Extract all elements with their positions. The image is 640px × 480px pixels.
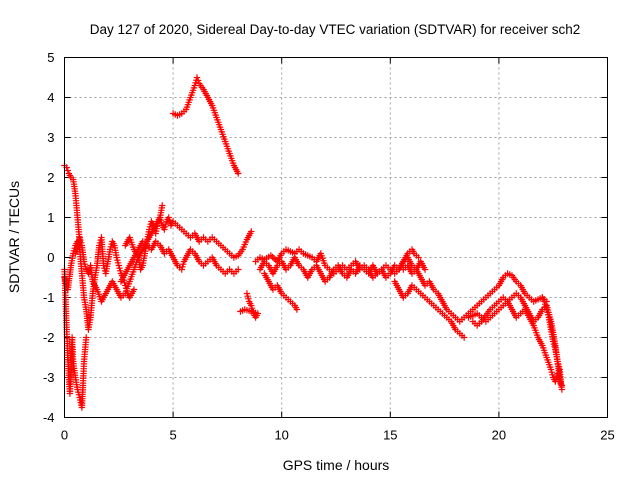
y-tick-label: 2 bbox=[47, 170, 54, 185]
x-axis-label: GPS time / hours bbox=[283, 457, 390, 473]
data-point bbox=[194, 77, 202, 84]
data-point bbox=[293, 306, 301, 313]
y-tick-label: 5 bbox=[47, 50, 54, 65]
y-tick-label: -3 bbox=[43, 370, 55, 385]
chart-ticks: 0 5 10 15 20 25 -4 -3 -2 -1 0 1 2 3 4 5 bbox=[43, 50, 615, 443]
data-point bbox=[421, 266, 429, 273]
chart-title: Day 127 of 2020, Sidereal Day-to-day VTE… bbox=[90, 22, 580, 37]
y-tick-label: -1 bbox=[43, 290, 55, 305]
x-tick-label: 25 bbox=[600, 428, 614, 443]
data-point bbox=[83, 334, 90, 341]
data-point bbox=[237, 308, 244, 315]
data-point bbox=[557, 378, 565, 385]
y-axis-label: SDTVAR / TECUs bbox=[6, 181, 22, 293]
data-point bbox=[269, 253, 276, 261]
chart-points bbox=[61, 74, 566, 411]
data-point bbox=[193, 74, 201, 81]
y-tick-label: 1 bbox=[47, 210, 54, 225]
x-tick-label: 20 bbox=[492, 428, 506, 443]
data-point bbox=[460, 334, 468, 341]
y-tick-label: -4 bbox=[43, 410, 55, 425]
x-tick-label: 0 bbox=[61, 428, 68, 443]
data-point bbox=[558, 382, 566, 389]
data-point bbox=[130, 286, 138, 293]
y-tick-label: -2 bbox=[43, 330, 55, 345]
y-tick-label: 4 bbox=[47, 90, 54, 105]
data-point bbox=[415, 254, 422, 261]
data-point bbox=[248, 228, 255, 235]
x-tick-label: 5 bbox=[169, 428, 176, 443]
data-point bbox=[235, 266, 242, 273]
y-tick-label: 0 bbox=[47, 250, 54, 265]
plot-frame bbox=[64, 57, 608, 418]
x-tick-label: 15 bbox=[383, 428, 397, 443]
data-point bbox=[235, 170, 242, 177]
chart-grid bbox=[64, 57, 608, 418]
data-point bbox=[159, 202, 166, 209]
data-point bbox=[64, 167, 71, 174]
x-tick-label: 10 bbox=[274, 428, 288, 443]
y-tick-label: 3 bbox=[47, 130, 54, 145]
